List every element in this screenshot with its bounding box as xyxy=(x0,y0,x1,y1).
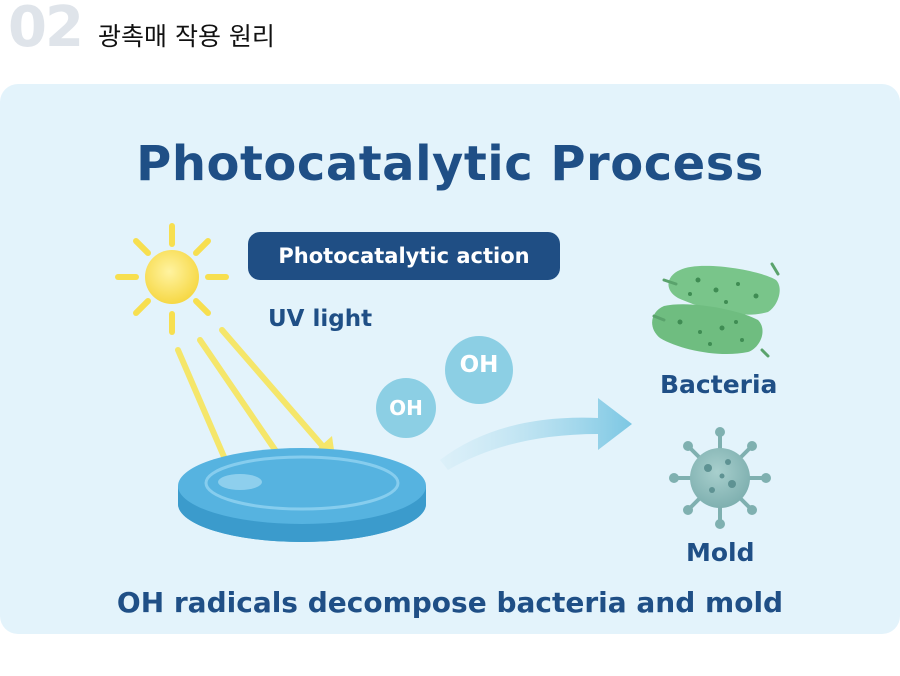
uv-light-label: UV light xyxy=(268,306,373,332)
mold-virus-icon xyxy=(669,427,771,529)
diagram-caption: OH radicals decompose bacteria and mold xyxy=(116,586,784,619)
bacteria-icon xyxy=(652,262,780,358)
diagram-panel: Photocatalytic Process Photocatalytic ac… xyxy=(0,84,900,634)
action-badge-label: Photocatalytic action xyxy=(278,244,530,268)
section-title: 광촉매 작용 원리 xyxy=(98,22,275,51)
mold-label: Mold xyxy=(686,538,755,567)
oh-radical-label-large: OH xyxy=(459,352,499,378)
diagram-title: Photocatalytic Process xyxy=(136,136,764,192)
catalyst-disc-icon xyxy=(178,448,426,542)
oh-radical-label-small: OH xyxy=(389,396,423,420)
sun-icon xyxy=(115,223,229,335)
photocatalytic-action-badge: Photocatalytic action xyxy=(248,232,560,280)
section-header: 02 광촉매 작용 원리 xyxy=(8,0,608,60)
oh-radical-icon xyxy=(376,336,513,438)
diagram-artwork xyxy=(115,223,780,542)
bacteria-label: Bacteria xyxy=(660,370,778,399)
section-number: 02 xyxy=(8,0,84,60)
flow-arrow-icon xyxy=(440,398,632,470)
